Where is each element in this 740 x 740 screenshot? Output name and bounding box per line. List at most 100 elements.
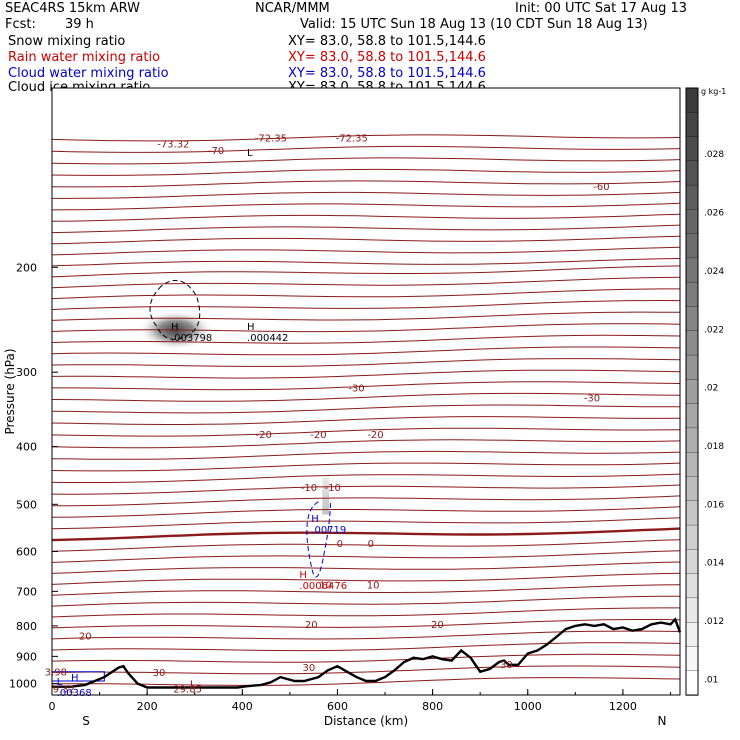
colorbar-label: .016 (704, 500, 724, 510)
y-tick-label: 900 (16, 650, 37, 663)
colorbar-label: .01 (704, 675, 718, 685)
isotherm-label: 10 (367, 581, 380, 592)
x-tick-label: 800 (422, 700, 443, 713)
plot-area (52, 88, 680, 695)
isotherm-line (51, 265, 681, 278)
isotherm-line (52, 191, 681, 199)
isotherm-line (51, 427, 681, 437)
extremum-value: .003798 (171, 333, 212, 344)
extremum-letter: H (311, 514, 319, 525)
isotherm-label: 20 (305, 620, 318, 631)
y-tick-label: 300 (16, 366, 37, 379)
x-tick-label: 600 (327, 700, 348, 713)
isotherm-line (51, 213, 681, 222)
colorbar-cell (685, 112, 699, 138)
extremum-value: .000442 (247, 333, 288, 344)
extremum-value: 29.85 (173, 685, 202, 696)
colorbar-cell (685, 160, 699, 186)
y-axis-label: Pressure (hPa) (3, 348, 17, 434)
isotherm-label: -72.35 (255, 133, 287, 144)
isotherm-line (51, 484, 681, 495)
colorbar-cell (685, 403, 699, 429)
isotherm-line (51, 157, 681, 165)
isotherm-line (51, 642, 681, 652)
isotherm-line (51, 334, 681, 344)
y-tick-label: 700 (16, 585, 37, 598)
isotherm-label: -20 (256, 430, 272, 441)
isotherm-line (51, 299, 681, 310)
valid-time: Valid: 15 UTC Sun 18 Aug 13 (10 CDT Sun … (300, 17, 648, 32)
isotherm-line (51, 584, 681, 596)
colorbar-cell (685, 597, 699, 623)
isotherm-line (51, 550, 681, 563)
isotherm-line (51, 473, 681, 483)
colorbar-cell (685, 670, 699, 696)
isotherm-line (51, 495, 681, 507)
init-time: Init: 00 UTC Sat 17 Aug 13 (515, 1, 688, 16)
isotherm-line (51, 392, 681, 402)
colorbar-cell (685, 524, 699, 550)
isotherm-line (51, 404, 680, 414)
extremum-value: .0006476 (299, 581, 347, 592)
colorbar-label: .022 (704, 325, 724, 335)
isotherm-line (51, 369, 681, 379)
x-tick-label: 200 (137, 700, 158, 713)
isotherm-line (51, 450, 681, 460)
isotherm-label: 30 (303, 663, 316, 674)
field-rain-name: Rain water mixing ratio (8, 50, 161, 65)
isotherm-line (51, 246, 681, 256)
x-tick-label: 1000 (514, 700, 542, 713)
isotherm-line (51, 416, 681, 425)
isotherm-label: 0 (337, 539, 343, 550)
isotherm-line (51, 539, 681, 552)
south-end-label: S (82, 714, 90, 728)
colorbar-label: .014 (704, 559, 724, 569)
colorbar-cell (685, 379, 699, 405)
isotherm-line (51, 358, 681, 367)
colorbar-cell (685, 549, 699, 575)
colorbar-label: .026 (704, 209, 724, 219)
isotherm-line (51, 323, 681, 333)
cloud-ice-shading (322, 477, 330, 515)
x-tick-label: 0 (49, 700, 56, 713)
colorbar-cell (685, 622, 699, 648)
isotherm-line (51, 224, 681, 234)
isotherm-line (51, 619, 681, 629)
colorbar-cell (685, 646, 699, 672)
colorbar-cell (685, 500, 699, 526)
isotherm-line (51, 180, 681, 188)
colorbar-cell (685, 330, 699, 356)
extremum-letter: H (171, 322, 179, 333)
x-axis-label: Distance (km) (324, 714, 408, 728)
isotherm-line (51, 607, 680, 618)
isotherm-line (51, 235, 681, 245)
isotherm-line (52, 381, 681, 391)
colorbar-unit: g kg-1 (701, 87, 726, 96)
x-tick-label: 1200 (609, 700, 637, 713)
colorbar-cell (685, 354, 699, 381)
isotherm-label: -20 (310, 430, 326, 441)
isotherm-label: 0 (368, 539, 374, 550)
isotherm-line (51, 665, 681, 675)
org-label: NCAR/MMM (255, 1, 330, 16)
colorbar-cell (685, 87, 699, 113)
isotherm-line (51, 311, 681, 321)
isotherm-label: 20 (79, 631, 92, 642)
colorbar-cell (685, 427, 699, 453)
field-cloudwater-name: Cloud water mixing ratio (8, 66, 169, 81)
isotherm-label: -72.35 (336, 133, 368, 144)
colorbar-cell (685, 573, 699, 599)
isotherm-label: -10 (301, 483, 317, 494)
model-title: SEAC4RS 15km ARW (5, 1, 141, 16)
isotherm-label: -30 (348, 383, 364, 394)
snow-contour (149, 279, 201, 340)
isotherm-label: -70 (208, 146, 224, 157)
isotherm-label: 3.98 (45, 668, 67, 679)
isotherm-label: 20 (431, 620, 444, 631)
extremum-letter: H (299, 570, 307, 581)
isotherm-line (51, 202, 681, 211)
field-cloudwater-xy: XY= 83.0, 58.8 to 101.5,144.6 (288, 66, 486, 81)
isotherm-label: -30 (584, 394, 600, 405)
isotherm-label: 9.32 (53, 685, 75, 696)
